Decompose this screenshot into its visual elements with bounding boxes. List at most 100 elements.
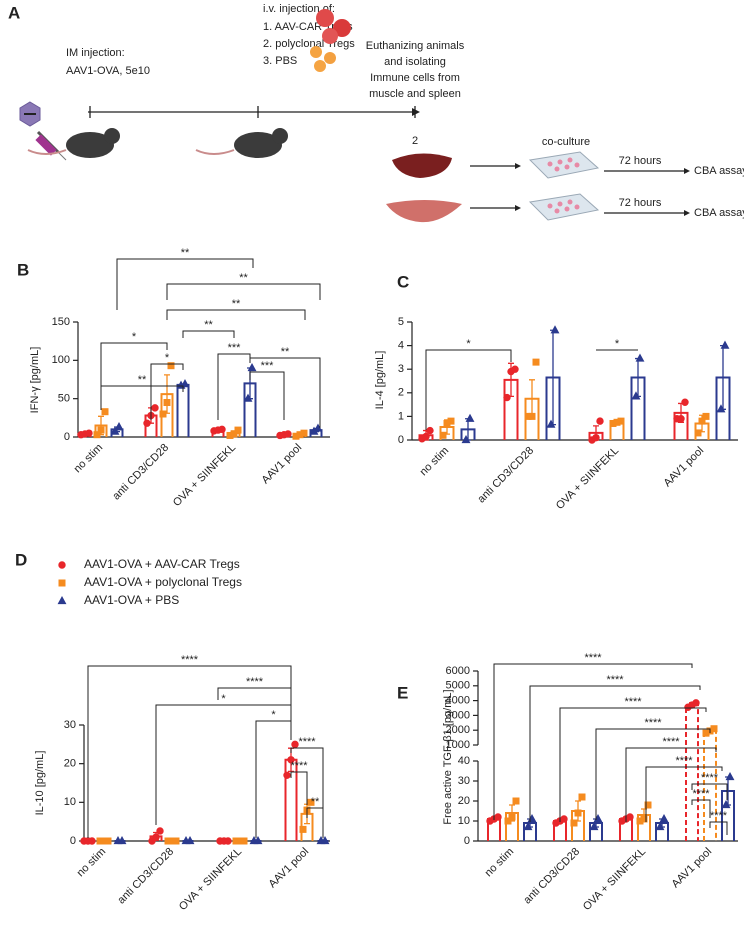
data-point — [589, 821, 599, 831]
significance-label: **** — [624, 696, 642, 708]
data-point — [320, 835, 330, 845]
data-point — [626, 813, 634, 821]
data-point — [721, 799, 731, 809]
data-point — [299, 825, 307, 833]
significance-bracket — [87, 665, 292, 838]
significance-label: * — [165, 352, 170, 364]
y-tick-label: 5000 — [446, 680, 470, 692]
data-point — [574, 809, 582, 817]
significance-label: * — [271, 709, 276, 721]
data-point — [635, 353, 645, 362]
significance-label: **** — [692, 788, 710, 800]
significance-bracket — [155, 704, 292, 825]
significance-bracket — [100, 385, 184, 408]
data-point — [508, 813, 516, 821]
data-point — [163, 399, 171, 406]
bar — [176, 383, 190, 437]
mouse-icon — [195, 128, 288, 158]
data-point — [504, 817, 512, 825]
data-point — [218, 425, 226, 434]
data-point — [694, 429, 702, 437]
data-point — [243, 393, 253, 402]
euthanizing-text: muscle and spleen — [369, 88, 461, 100]
significance-bracket — [182, 330, 235, 338]
significance-bracket — [290, 771, 308, 805]
data-point — [528, 412, 536, 420]
legend-label: AAV1-OVA + polyclonal Tregs — [84, 575, 242, 589]
arrowhead — [684, 168, 690, 174]
mouse-icon — [27, 128, 120, 158]
significance-bracket — [625, 747, 717, 822]
x-tick-label: AAV1 pool — [267, 846, 312, 891]
significance-bracket — [595, 728, 711, 820]
y-tick-label: 20 — [64, 758, 76, 770]
x-tick-label: no stim — [418, 445, 452, 479]
y-tick-label: 30 — [458, 775, 470, 787]
data-point — [716, 404, 726, 413]
significance-label: * — [221, 693, 226, 705]
spleen-icon — [392, 153, 452, 178]
panel-label: E — [397, 683, 408, 702]
data-point — [151, 404, 159, 412]
timeline-arrowhead — [412, 108, 420, 116]
y-tick-label: 10 — [64, 796, 76, 808]
legend-marker — [57, 595, 67, 605]
y-tick-label: 50 — [58, 393, 70, 405]
significance-bracket — [217, 353, 251, 420]
arrowhead — [515, 205, 521, 211]
data-point — [240, 837, 248, 845]
x-tick-label: OVA + SIINFEKL — [171, 442, 238, 509]
data-point — [185, 835, 195, 845]
y-tick-label: 0 — [398, 434, 404, 446]
data-point — [85, 429, 93, 437]
panel-label: A — [8, 3, 20, 22]
data-point — [156, 827, 164, 835]
data-point — [692, 699, 700, 707]
y-tick-label: 0 — [464, 835, 470, 847]
x-tick-label: no stim — [75, 846, 109, 880]
data-point — [677, 415, 685, 423]
culture-plate-icon — [528, 193, 600, 221]
data-point — [439, 431, 447, 439]
significance-label: ** — [232, 298, 241, 310]
iv-injection-text: 2. polyclonal Tregs — [263, 38, 355, 50]
legend-marker — [58, 561, 66, 569]
significance-bracket — [691, 799, 711, 818]
data-point — [247, 362, 257, 372]
data-point — [720, 340, 730, 349]
data-point — [503, 393, 511, 402]
data-point — [461, 434, 471, 444]
significance-label: **** — [290, 760, 308, 772]
duration-text: 72 hours — [619, 155, 662, 167]
y-tick-label: 1 — [398, 410, 404, 422]
y-tick-label: 5 — [398, 316, 404, 328]
panel-label: D — [15, 550, 27, 569]
significance-label: *** — [261, 360, 275, 372]
data-point — [172, 837, 180, 845]
x-tick-label: anti CD3/CD28 — [521, 846, 582, 907]
data-point — [114, 421, 124, 431]
data-point — [494, 813, 502, 821]
data-point — [681, 398, 689, 406]
y-axis-label: IL-4 [pg/mL] — [374, 351, 386, 410]
y-tick-label: 30 — [64, 719, 76, 731]
significance-bracket — [100, 342, 168, 410]
data-point — [546, 419, 556, 428]
euthanizing-text: and isolating — [384, 56, 446, 68]
significance-label: * — [132, 331, 137, 343]
co-culture-text: co-culture — [542, 136, 590, 148]
significance-label: **** — [701, 772, 719, 784]
significance-label: **** — [606, 674, 624, 686]
data-point — [159, 410, 167, 418]
y-tick-label: 150 — [52, 316, 70, 328]
data-point — [511, 365, 519, 373]
data-point — [253, 835, 263, 845]
significance-label: ** — [311, 796, 320, 808]
significance-bracket — [116, 258, 254, 310]
significance-label: *** — [228, 342, 242, 354]
significance-label: ** — [204, 319, 213, 331]
data-point — [287, 756, 295, 764]
data-point — [284, 430, 292, 438]
data-point — [426, 426, 434, 435]
